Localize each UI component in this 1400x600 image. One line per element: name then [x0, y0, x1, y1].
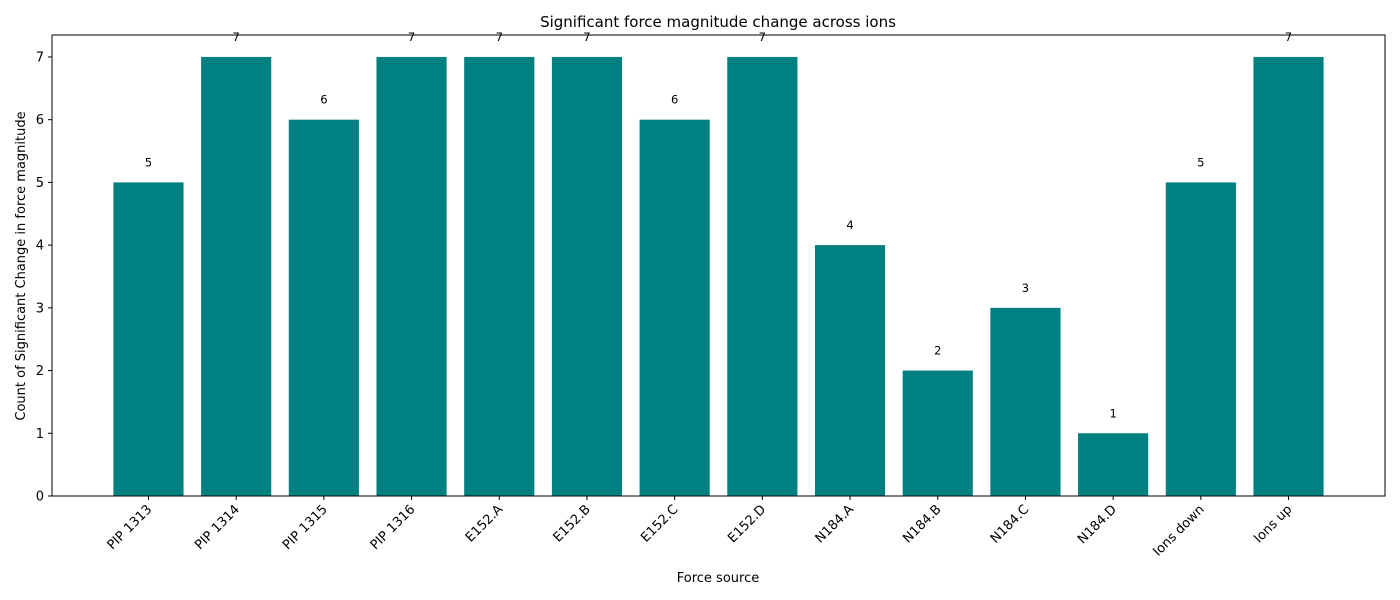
- x-tick-label: Ions down: [1150, 502, 1207, 559]
- data-label: 7: [233, 30, 240, 44]
- data-label: 4: [846, 218, 853, 232]
- data-label: 7: [496, 30, 503, 44]
- bar-e152-b: [551, 56, 623, 496]
- y-tick-label: 1: [36, 427, 44, 442]
- bar-ions-down: [1165, 182, 1236, 496]
- x-tick-label: PIP 1314: [192, 502, 243, 553]
- x-tick-label: E152.D: [725, 502, 769, 546]
- bar-ions-up: [1253, 56, 1324, 496]
- bar-e152-d: [727, 56, 798, 496]
- y-axis-label: Count of Significant Change in force mag…: [14, 111, 29, 420]
- y-tick-label: 2: [36, 364, 44, 379]
- bar-pip-1316: [376, 56, 447, 496]
- data-label: 2: [934, 344, 941, 358]
- x-axis-label: Force source: [677, 571, 759, 586]
- data-label: 7: [583, 30, 590, 44]
- bars-layer: [113, 56, 1324, 497]
- y-tick-label: 4: [36, 239, 44, 254]
- bar-pip-1314: [201, 56, 272, 496]
- x-tick-label: E152.B: [551, 502, 594, 545]
- data-label: 7: [1285, 30, 1292, 44]
- data-label: 5: [1197, 155, 1204, 169]
- data-label: 7: [759, 30, 766, 44]
- y-tick-label: 7: [36, 50, 44, 65]
- data-label: 5: [145, 155, 152, 169]
- data-label: 6: [671, 93, 678, 107]
- y-tick-label: 3: [36, 301, 44, 316]
- x-tick-label: N184.D: [1075, 502, 1120, 547]
- chart-title: Significant force magnitude change acros…: [540, 13, 896, 31]
- data-label: 7: [408, 30, 415, 44]
- bar-pip-1315: [288, 119, 359, 497]
- data-label: 3: [1022, 281, 1029, 295]
- x-tick-label: PIP 1313: [105, 502, 156, 553]
- bar-n184-a: [814, 245, 886, 496]
- plot-frame: [51, 34, 1386, 497]
- x-tick-label: Ions up: [1251, 502, 1295, 546]
- data-label: 1: [1109, 406, 1116, 420]
- data-label: 6: [320, 93, 327, 107]
- y-tick-label: 5: [36, 176, 44, 191]
- bar-n184-b: [902, 370, 973, 496]
- x-tick-label: PIP 1315: [280, 502, 331, 553]
- x-axis: PIP 1313 PIP 1314 PIP 1315 PIP 1316 E152.A E1…: [105, 496, 1295, 560]
- x-tick-label: N184.A: [813, 502, 857, 546]
- x-tick-label: PIP 1316: [368, 502, 419, 553]
- x-tick-label: E152.A: [463, 502, 506, 545]
- x-tick-label: E152.C: [638, 502, 681, 545]
- y-tick-label: 0: [36, 490, 44, 505]
- y-tick-label: 6: [36, 113, 44, 128]
- bar-e152-c: [639, 119, 710, 497]
- y-axis: 0 1 2 3 4 5 6 7: [36, 50, 52, 505]
- bar-e152-a: [464, 56, 535, 496]
- data-labels-layer: 5 7 6 7 7 7 6 7 4 2 3 1 5 7: [145, 30, 1292, 420]
- x-tick-label: N184.C: [988, 502, 1032, 546]
- bar-n184-d: [1078, 433, 1149, 496]
- x-tick-label: N184.B: [900, 502, 944, 546]
- bar-pip-1313: [113, 182, 184, 496]
- bar-n184-c: [990, 307, 1061, 496]
